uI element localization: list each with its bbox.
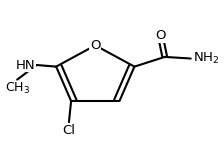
Text: HN: HN: [16, 58, 36, 71]
Text: O: O: [90, 39, 101, 52]
Text: O: O: [155, 29, 166, 42]
Text: CH$_3$: CH$_3$: [5, 81, 30, 96]
Text: Cl: Cl: [62, 124, 75, 137]
Text: NH$_2$: NH$_2$: [193, 51, 219, 66]
